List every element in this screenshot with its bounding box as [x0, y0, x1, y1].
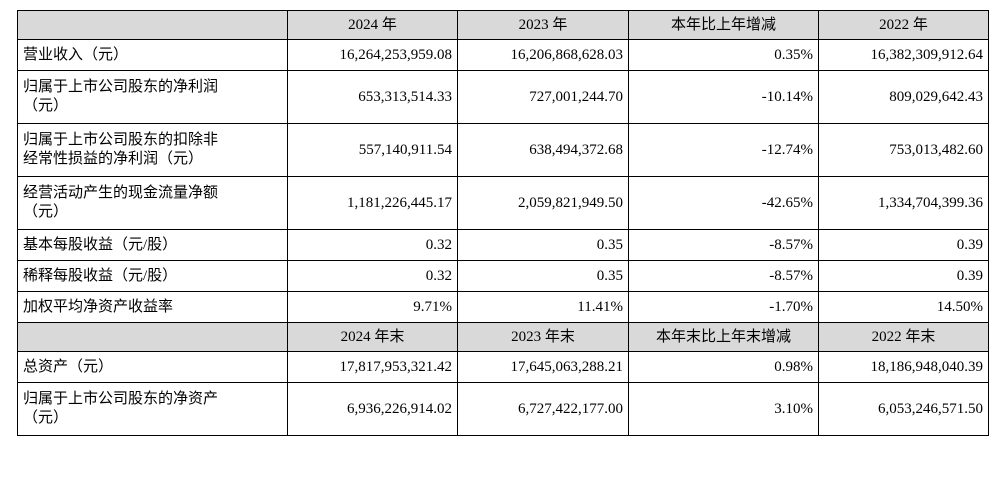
value-cell: 9.71% [287, 291, 458, 323]
column-header: 2022 年末 [818, 322, 989, 352]
value-cell: 0.35 [457, 229, 629, 261]
value-cell: 1,181,226,445.17 [287, 176, 458, 230]
header-blank-cell [17, 10, 288, 40]
value-cell: 6,936,226,914.02 [287, 382, 458, 436]
table-row: 经营活动产生的现金流量净额 （元） 1,181,226,445.17 2,059,82… [17, 176, 989, 230]
value-cell: -8.57% [628, 260, 819, 292]
value-cell: -1.70% [628, 291, 819, 323]
row-label: 加权平均净资产收益率 [17, 291, 288, 323]
value-cell: 1,334,704,399.36 [818, 176, 989, 230]
row-label-line: 归属于上市公司股东的扣除非 [23, 132, 219, 148]
key-financial-indicators-table: 2024 年 2023 年本年比上年增减 2022 年营业收入（元） 16,264,2… [17, 10, 989, 436]
row-label-line: （元） [23, 204, 69, 220]
row-label-line: 稀释每股收益（元/股） [23, 267, 178, 284]
header-row-1: 2024 年 2023 年本年比上年增减 2022 年 [17, 10, 989, 40]
value-cell: 0.98% [628, 351, 819, 383]
row-label-line: 基本每股收益（元/股） [23, 236, 178, 253]
header-row-2: 2024 年末 2023 年末 本年末比上年末增减 2022 年末 [17, 322, 989, 352]
value-cell: -12.74% [628, 123, 819, 177]
row-label-line: 经常性损益的净利润（元） [23, 151, 204, 167]
table-row: 总资产（元） 17,817,953,321.42 17,645,063,288.21… [17, 351, 989, 383]
value-cell: 16,264,253,959.08 [287, 39, 458, 71]
row-label-line: 营业收入（元） [23, 46, 129, 63]
value-cell: 557,140,911.54 [287, 123, 458, 177]
value-cell: 0.32 [287, 260, 458, 292]
row-label: 经营活动产生的现金流量净额 （元） [17, 176, 288, 230]
value-cell: 14.50% [818, 291, 989, 323]
row-label-line: 归属于上市公司股东的净利润 [23, 79, 219, 95]
column-header: 2022 年 [818, 10, 989, 40]
value-cell: 638,494,372.68 [457, 123, 629, 177]
row-label: 稀释每股收益（元/股） [17, 260, 288, 292]
column-header: 本年末比上年末增减 [628, 322, 819, 352]
value-cell: 0.35 [457, 260, 629, 292]
column-header: 本年比上年增减 [628, 10, 819, 40]
table-row: 加权平均净资产收益率 9.71% 11.41% -1.70% 14.50% [17, 291, 989, 323]
row-label: 总资产（元） [17, 351, 288, 383]
value-cell: 17,645,063,288.21 [457, 351, 629, 383]
value-cell: 653,313,514.33 [287, 70, 458, 124]
value-cell: 3.10% [628, 382, 819, 436]
value-cell: 16,382,309,912.64 [818, 39, 989, 71]
column-header: 2023 年 [457, 10, 629, 40]
table-row: 归属于上市公司股东的净利润 （元） 653,313,514.33 727,001,24… [17, 70, 989, 124]
value-cell: 2,059,821,949.50 [457, 176, 629, 230]
value-cell: 0.39 [818, 229, 989, 261]
value-cell: 6,727,422,177.00 [457, 382, 629, 436]
row-label: 归属于上市公司股东的扣除非 经常性损益的净利润（元） [17, 123, 288, 177]
value-cell: 16,206,868,628.03 [457, 39, 629, 71]
value-cell: -8.57% [628, 229, 819, 261]
value-cell: -42.65% [628, 176, 819, 230]
value-cell: 727,001,244.70 [457, 70, 629, 124]
value-cell: 17,817,953,321.42 [287, 351, 458, 383]
value-cell: 18,186,948,040.39 [818, 351, 989, 383]
row-label: 营业收入（元） [17, 39, 288, 71]
row-label-line: （元） [23, 98, 69, 114]
row-label: 基本每股收益（元/股） [17, 229, 288, 261]
table-row: 营业收入（元） 16,264,253,959.08 16,206,868,628.0… [17, 39, 989, 71]
row-label-line: 加权平均净资产收益率 [23, 298, 174, 315]
value-cell: 0.35% [628, 39, 819, 71]
table-row: 归属于上市公司股东的净资产 （元） 6,936,226,914.02 6,727,42… [17, 382, 989, 436]
value-cell: 0.39 [818, 260, 989, 292]
value-cell: -10.14% [628, 70, 819, 124]
table-row: 稀释每股收益（元/股） 0.32 0.35 -8.57% 0.39 [17, 260, 989, 292]
row-label: 归属于上市公司股东的净资产 （元） [17, 382, 288, 436]
financial-table-container: 2024 年 2023 年本年比上年增减 2022 年营业收入（元） 16,264,2… [17, 10, 989, 436]
value-cell: 0.32 [287, 229, 458, 261]
row-label-line: 归属于上市公司股东的净资产 [23, 391, 219, 407]
value-cell: 6,053,246,571.50 [818, 382, 989, 436]
row-label-line: 总资产（元） [23, 358, 114, 375]
table-row: 基本每股收益（元/股） 0.32 0.35 -8.57% 0.39 [17, 229, 989, 261]
row-label-line: （元） [23, 410, 69, 426]
column-header: 2024 年末 [287, 322, 458, 352]
column-header: 2023 年末 [457, 322, 629, 352]
value-cell: 753,013,482.60 [818, 123, 989, 177]
value-cell: 11.41% [457, 291, 629, 323]
value-cell: 809,029,642.43 [818, 70, 989, 124]
column-header: 2024 年 [287, 10, 458, 40]
table-row: 归属于上市公司股东的扣除非 经常性损益的净利润（元） 557,140,911.54 6… [17, 123, 989, 177]
row-label: 归属于上市公司股东的净利润 （元） [17, 70, 288, 124]
table-body: 2024 年 2023 年本年比上年增减 2022 年营业收入（元） 16,264,2… [17, 10, 989, 436]
row-label-line: 经营活动产生的现金流量净额 [23, 185, 219, 201]
header-blank-cell [17, 322, 288, 352]
